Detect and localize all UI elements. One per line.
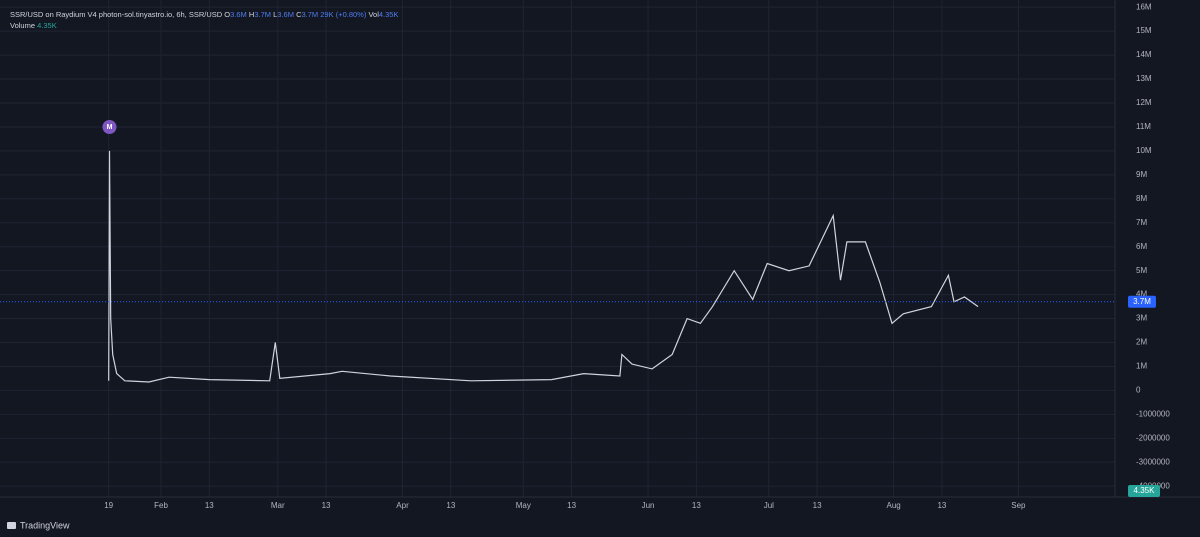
ohlc-key: H xyxy=(249,10,254,19)
x-tick-label: 13 xyxy=(813,501,822,510)
y-tick-label: -3000000 xyxy=(1136,457,1170,466)
volume-badge xyxy=(1128,485,1160,497)
plot: M xyxy=(0,0,1115,497)
y-tick-label: 10M xyxy=(1136,146,1152,155)
event-marker-label: M xyxy=(107,124,113,131)
x-tick-label: Sep xyxy=(1011,501,1026,510)
ohlc-key: L xyxy=(273,10,277,19)
y-tick-label: -2000000 xyxy=(1136,433,1170,442)
symbol: SSR/USD on Raydium V4 photon-sol.tinyast… xyxy=(10,10,223,19)
legend-line: SSR/USD on Raydium V4 photon-sol.tinyast… xyxy=(10,10,398,19)
x-tick-label: 13 xyxy=(937,501,946,510)
change: 29K (+0.80%) xyxy=(320,10,367,19)
ohlc-value: 3.7M xyxy=(254,10,271,19)
y-tick-label: 6M xyxy=(1136,242,1147,251)
y-tick-label: 1M xyxy=(1136,362,1147,371)
last-price-badge xyxy=(1128,295,1156,308)
event-marker xyxy=(102,120,117,134)
y-tick-label: 7M xyxy=(1136,218,1147,227)
volume-badge-label: 4.35K xyxy=(1134,486,1156,495)
y-tick-label: 13M xyxy=(1136,74,1152,83)
volume-name: Volume xyxy=(10,21,35,30)
y-tick-label: 14M xyxy=(1136,50,1152,59)
x-tick-label: 13 xyxy=(567,501,576,510)
brand: TradingView xyxy=(20,520,70,530)
y-tick-label: 4M xyxy=(1136,290,1147,299)
volume-legend: Volume 4.35K xyxy=(10,21,57,30)
volume-value: 4.35K xyxy=(37,21,57,30)
x-tick-label: 13 xyxy=(446,501,455,510)
y-tick-label: 15M xyxy=(1136,26,1152,35)
ohlc-key: O xyxy=(224,10,230,19)
ohlc-value: 3.6M xyxy=(277,10,294,19)
y-tick-label: 12M xyxy=(1136,98,1152,107)
ohlc-value: 3.6M xyxy=(230,10,247,19)
x-tick-label: Aug xyxy=(886,501,900,510)
x-tick-label: 13 xyxy=(692,501,701,510)
x-tick-label: Jul xyxy=(764,501,774,510)
y-tick-label: 5M xyxy=(1136,266,1147,275)
x-tick-label: Jun xyxy=(642,501,655,510)
x-tick-label: Apr xyxy=(396,501,409,510)
last-price-label: 3.7M xyxy=(1133,297,1151,306)
y-tick-label: 0 xyxy=(1136,386,1141,395)
vol-key: Vol xyxy=(368,10,379,19)
footer xyxy=(0,515,1200,537)
y-tick-label: 16M xyxy=(1136,2,1152,11)
x-tick-label: 19 xyxy=(104,501,113,510)
x-tick-label: Mar xyxy=(271,501,285,510)
price-line xyxy=(108,150,979,383)
y-tick-label: -1000000 xyxy=(1136,409,1170,418)
x-tick-label: 13 xyxy=(322,501,331,510)
vol-value: 4.35K xyxy=(379,10,399,19)
logo xyxy=(7,522,16,529)
y-tick-label: 8M xyxy=(1136,194,1147,203)
ohlc-key: C xyxy=(296,10,302,19)
y-tick-label: 3M xyxy=(1136,314,1147,323)
x-tick-label: Feb xyxy=(154,501,168,510)
y-tick-label: 2M xyxy=(1136,338,1147,347)
x-tick-label: 13 xyxy=(205,501,214,510)
x-tick-label: May xyxy=(516,501,531,510)
y-tick-label: 9M xyxy=(1136,170,1147,179)
ohlc-value: 3.7M xyxy=(301,10,318,19)
y-tick-label: 11M xyxy=(1136,122,1151,131)
